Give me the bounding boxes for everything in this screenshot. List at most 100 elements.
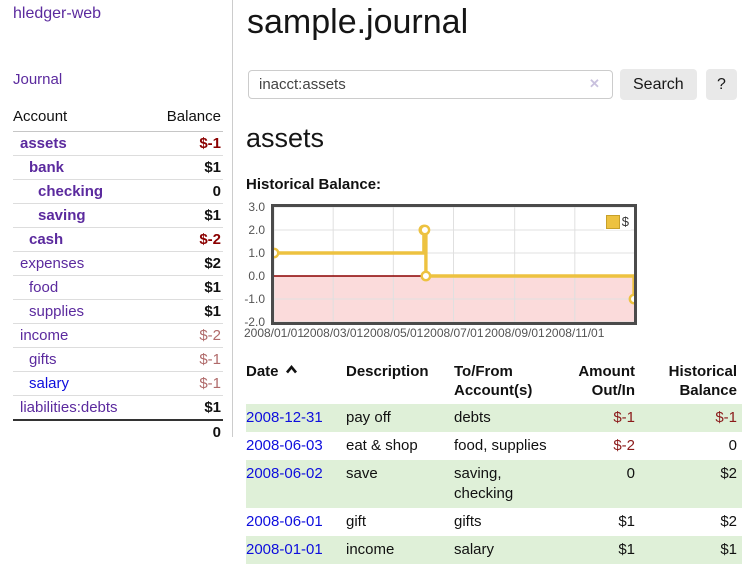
account-name-cell: bank	[13, 155, 150, 180]
sidebar-account-expenses[interactable]: expenses	[20, 255, 85, 272]
register-header-row: Date Description To/From Account(s) Amou…	[246, 360, 742, 404]
app-title-link[interactable]: hledger-web	[13, 5, 102, 22]
register-description-cell: income	[346, 541, 395, 558]
accounts-header-balance: Balance	[149, 104, 223, 132]
x-tick-label: 2008/03/01	[303, 326, 364, 340]
register-accounts-cell: debts	[454, 409, 491, 426]
accounts-total-spacer	[13, 419, 150, 444]
x-tick-label: 2008/07/01	[423, 326, 484, 340]
account-name-cell: checking	[13, 179, 150, 204]
sidebar-account-bank[interactable]: bank	[29, 159, 65, 176]
register-table: Date Description To/From Account(s) Amou…	[246, 360, 742, 564]
register-header-accounts: To/From Account(s)	[454, 363, 533, 399]
account-row: cash $-2	[13, 227, 223, 252]
account-balance: $-2	[149, 227, 223, 252]
clear-search-icon[interactable]: ✕	[589, 76, 600, 91]
register-accounts-cell: saving, checking	[454, 465, 514, 502]
account-row: food $1	[13, 275, 223, 300]
account-name-cell: expenses	[13, 251, 150, 276]
account-row: supplies $1	[13, 299, 223, 324]
register-date-cell: 2008-06-01	[246, 508, 346, 536]
account-name-cell: income	[13, 323, 150, 348]
register-row: 2008-06-03 eat & shop food, supplies $-2 0	[246, 432, 742, 460]
register-balance-cell: $-1	[715, 409, 737, 426]
sidebar-account-food[interactable]: food	[29, 279, 59, 296]
sidebar-account-cash[interactable]: cash	[29, 231, 64, 248]
y-tick-label: -2.0	[244, 315, 265, 329]
register-description-cell: pay off	[346, 409, 391, 426]
register-row: 2008-01-01 income salary $1 $1	[246, 536, 742, 564]
account-balance: $1	[149, 275, 223, 300]
register-description-cell: save	[346, 465, 378, 482]
account-name-cell: food	[13, 275, 150, 300]
account-name-cell: gifts	[13, 347, 150, 372]
account-row: liabilities:debts $1	[13, 395, 223, 420]
accounts-header-row: Account Balance	[13, 104, 223, 132]
sidebar-account-assets[interactable]: assets	[20, 135, 67, 152]
register-date-cell: 2008-12-31	[246, 404, 346, 432]
help-button[interactable]: ?	[706, 69, 737, 100]
transaction-date-link[interactable]: 2008-01-01	[246, 541, 323, 558]
transaction-date-link[interactable]: 2008-06-02	[246, 465, 323, 482]
x-tick-label: 2008/05/01	[363, 326, 424, 340]
sidebar-account-salary[interactable]: salary	[29, 375, 70, 392]
account-balance: $-2	[149, 323, 223, 348]
register-date-cell: 2008-06-02	[246, 460, 346, 508]
chart-legend: $	[603, 213, 631, 230]
register-header-description: Description	[346, 363, 429, 380]
register-date-cell: 2008-01-01	[246, 536, 346, 564]
register-amount-cell: $-1	[613, 409, 635, 426]
legend-label: $	[621, 214, 629, 229]
chart-x-axis: 2008/01/01 2008/03/01 2008/05/01 2008/07/01…	[244, 326, 634, 342]
search-input[interactable]	[248, 70, 613, 99]
transaction-date-link[interactable]: 2008-06-01	[246, 513, 323, 530]
sidebar-account-checking[interactable]: checking	[38, 183, 104, 200]
x-tick-label: 2008/01/01	[243, 326, 305, 340]
register-accounts-cell: salary	[454, 541, 495, 558]
account-balance: $1	[149, 299, 223, 324]
register-header-balance: Historical Balance	[668, 363, 737, 399]
register-header-date[interactable]: Date	[246, 360, 346, 404]
account-name-cell: assets	[13, 132, 150, 156]
register-date-cell: 2008-06-03	[246, 432, 346, 460]
account-balance: $-1	[199, 135, 221, 152]
sidebar-account-saving[interactable]: saving	[38, 207, 86, 224]
balance-chart: $	[271, 204, 637, 325]
register-header-date-label: Date	[246, 363, 279, 380]
y-tick-label: 1.0	[248, 246, 265, 260]
register-header-amount: Amount Out/In	[578, 363, 635, 399]
y-tick-label: 3.0	[248, 200, 265, 214]
accounts-header-account: Account	[13, 104, 150, 132]
sidebar-account-gifts[interactable]: gifts	[29, 351, 57, 368]
transaction-date-link[interactable]: 2008-12-31	[246, 409, 323, 426]
sidebar-account-income[interactable]: income	[20, 327, 69, 344]
account-row: salary $-1	[13, 371, 223, 396]
search-button[interactable]: Search	[620, 69, 697, 100]
account-balance: 0	[149, 179, 223, 204]
y-tick-label: 2.0	[248, 223, 265, 237]
chart-title: Historical Balance:	[246, 176, 382, 193]
sort-ascending-icon	[285, 364, 297, 374]
account-balance: $1	[149, 395, 223, 420]
register-balance-cell: 0	[728, 437, 737, 454]
account-balance: $-1	[149, 371, 223, 396]
sidebar-account-supplies[interactable]: supplies	[29, 303, 85, 320]
accounts-total-row: 0	[13, 419, 223, 444]
page-title: sample.journal	[247, 3, 469, 41]
account-balance: $2	[149, 251, 223, 276]
account-balance: $1	[149, 155, 223, 180]
sidebar-item-journal[interactable]: Journal	[13, 71, 63, 88]
transaction-date-link[interactable]: 2008-06-03	[246, 437, 323, 454]
sidebar-account-liabilities-debts[interactable]: liabilities:debts	[20, 399, 118, 416]
account-heading: assets	[246, 123, 325, 153]
account-name-cell: supplies	[13, 299, 150, 324]
x-tick-label: 2008/11/01	[545, 326, 605, 340]
register-amount-cell: 0	[626, 465, 635, 482]
account-balance: $-1	[149, 347, 223, 372]
register-amount-cell: $1	[618, 541, 635, 558]
account-row: saving $1	[13, 203, 223, 228]
register-accounts-cell: gifts	[454, 513, 482, 530]
register-row: 2008-06-02 save saving, checking 0 $2	[246, 460, 742, 508]
sidebar-divider	[232, 0, 233, 437]
